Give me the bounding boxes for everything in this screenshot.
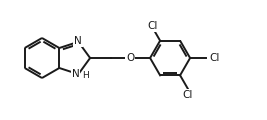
- Text: O: O: [126, 53, 134, 63]
- Text: Cl: Cl: [182, 90, 192, 100]
- Text: Cl: Cl: [147, 21, 157, 31]
- Text: N: N: [72, 69, 79, 79]
- Text: Cl: Cl: [209, 53, 219, 63]
- Text: H: H: [82, 71, 89, 80]
- Text: N: N: [74, 36, 82, 46]
